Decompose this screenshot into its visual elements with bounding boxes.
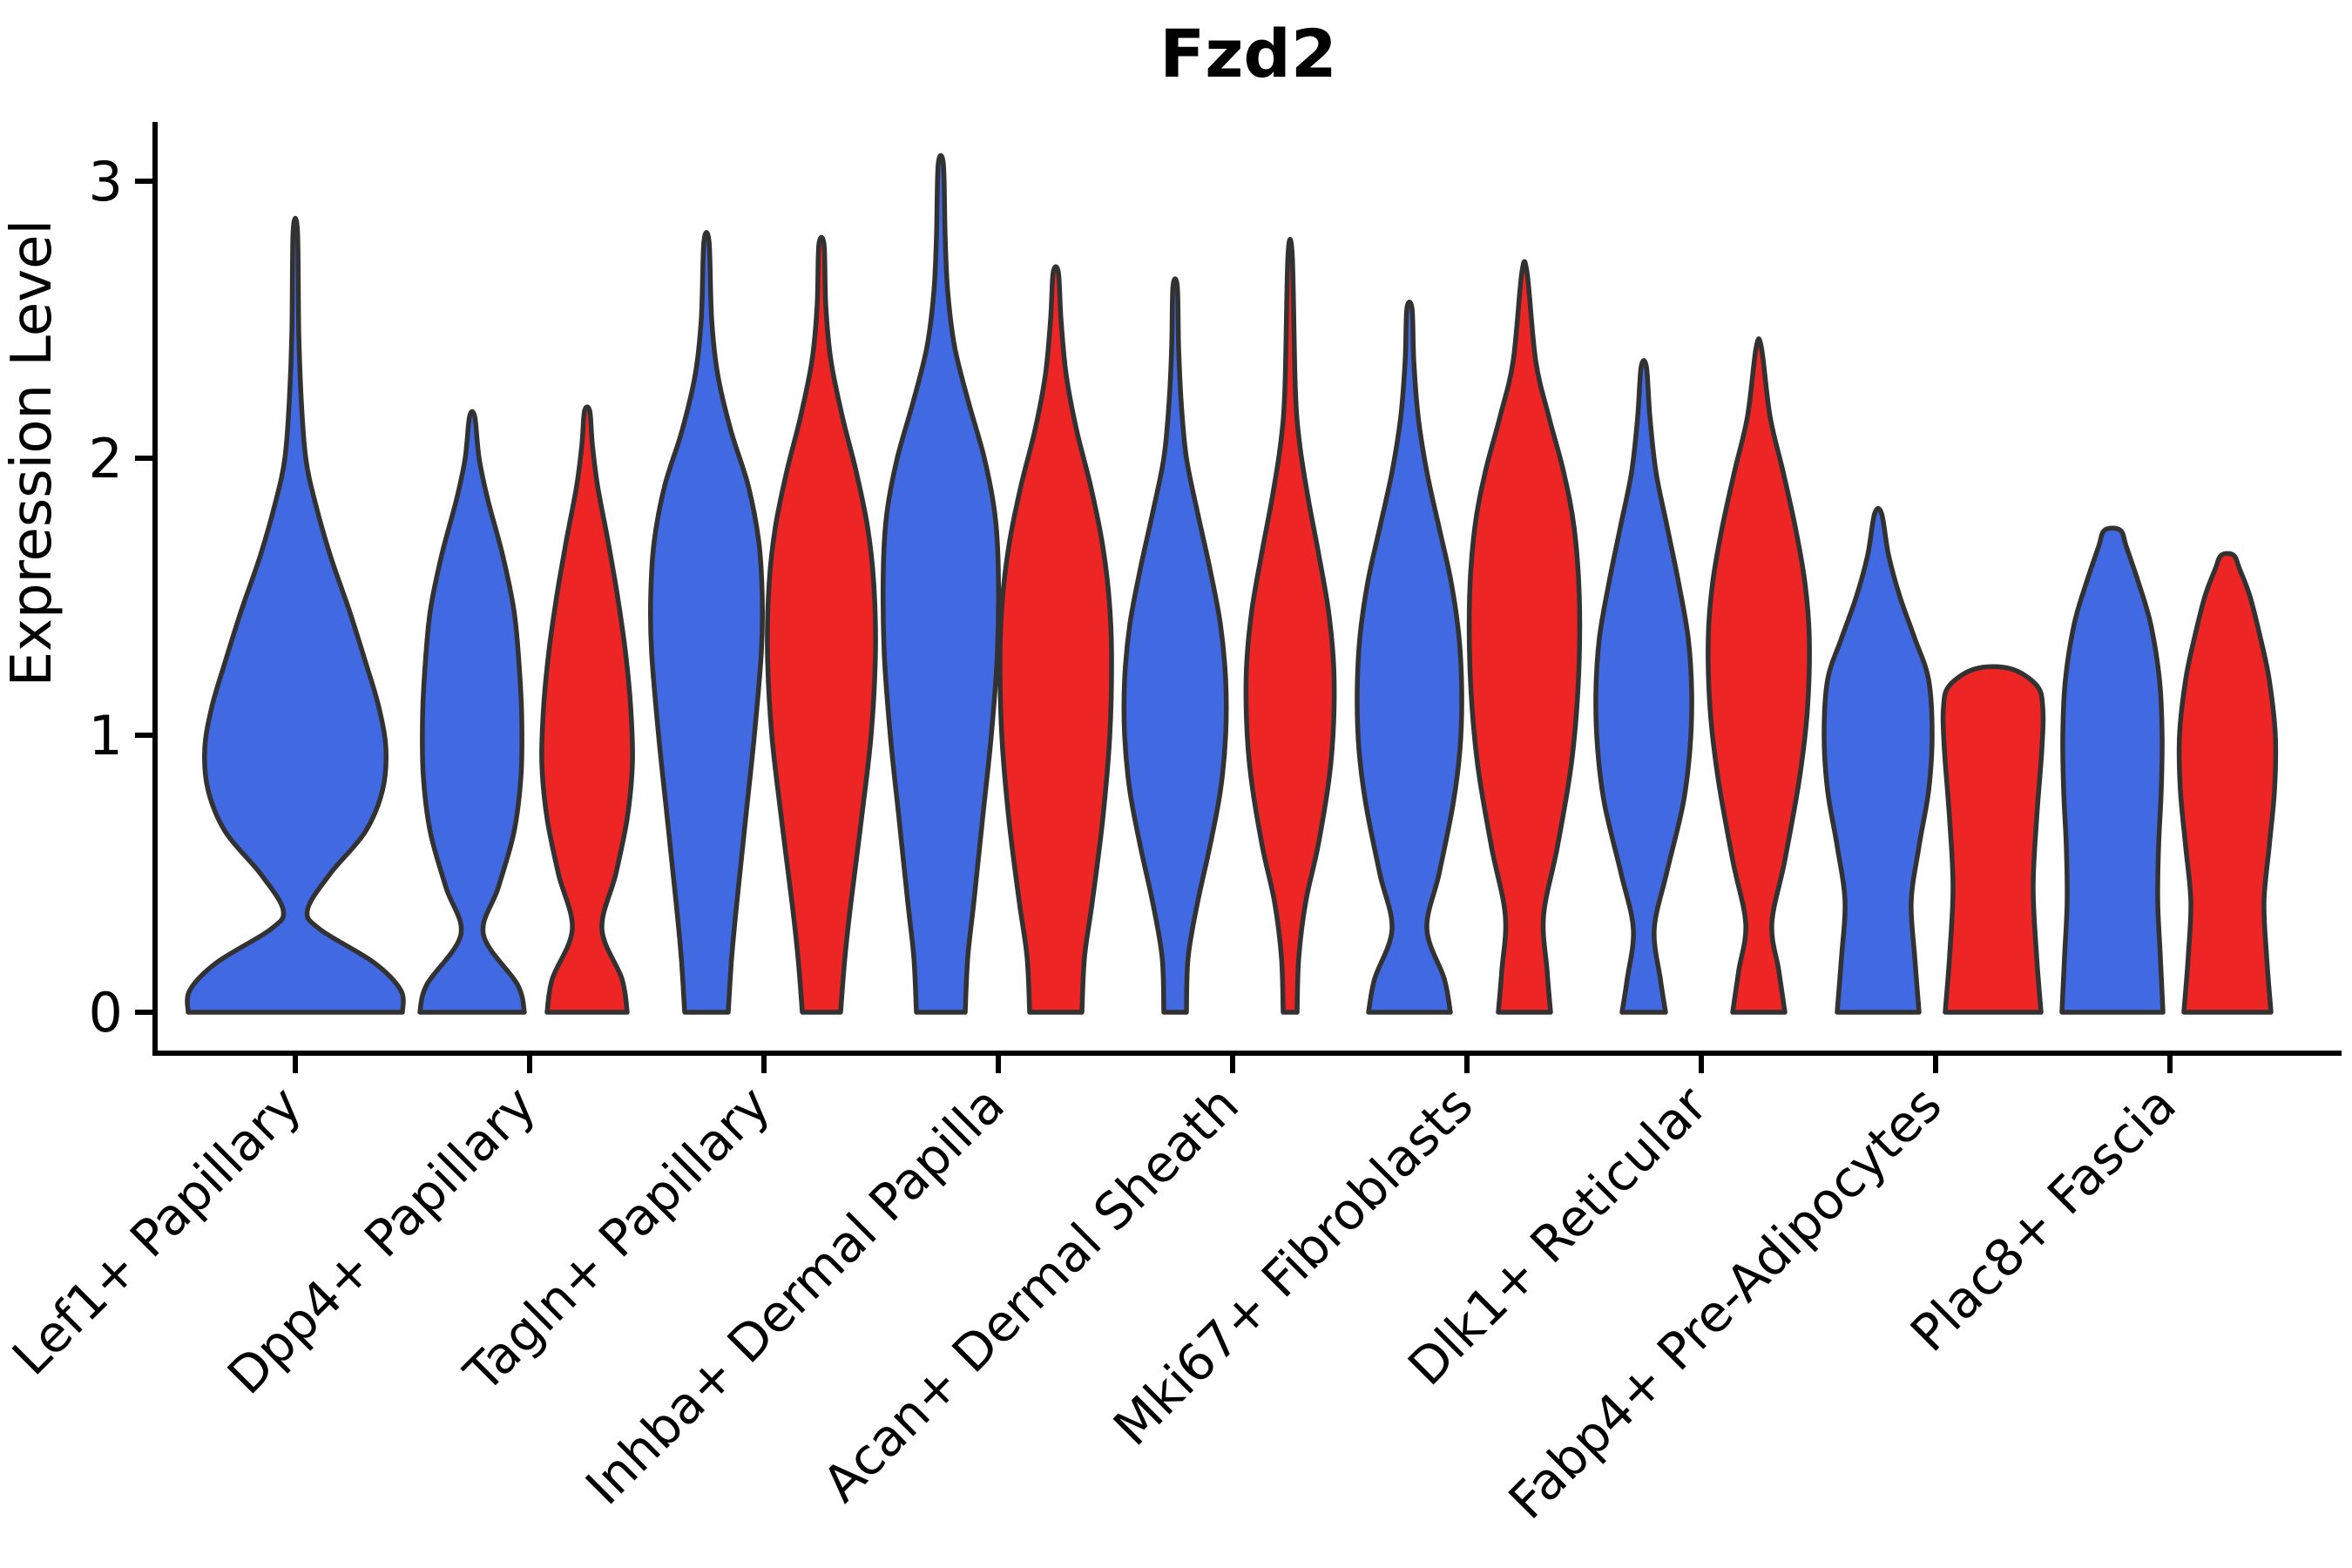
x-category-label-inhba-dermal-papilla: Inhba+ Dermal Papilla: [574, 1075, 1016, 1517]
violin-plac8-fascia-red: [2176, 551, 2279, 1015]
violins-layer: [185, 152, 2279, 1015]
y-tick-label-1: 1: [89, 704, 123, 767]
violin-inhba-dermal-papilla-blue: [880, 152, 1002, 1015]
violin-tagln-papillary-blue: [647, 230, 766, 1015]
violin-dpp4-papillary-red: [539, 404, 635, 1015]
violin-lef1-papillary-blue: [185, 215, 406, 1015]
violin-acan-dermal-sheath-blue: [1121, 276, 1229, 1015]
violin-fabp4-pre-adipocytes-red: [1940, 664, 2046, 1015]
axes-layer: [152, 122, 2342, 1056]
violin-mki67-fibroblasts-blue: [1355, 299, 1464, 1015]
violin-dlk1-reticular-blue: [1593, 358, 1694, 1015]
violin-dlk1-reticular-red: [1706, 336, 1812, 1015]
violin-tagln-papillary-red: [765, 234, 878, 1015]
violin-dpp4-papillary-blue: [417, 409, 527, 1015]
x-category-label-acan-dermal-sheath: Acan+ Dermal Sheath: [811, 1075, 1249, 1513]
chart-title: Fzd2: [1159, 15, 1336, 92]
y-tick-label-2: 2: [89, 427, 123, 490]
violin-mki67-fibroblasts-red: [1466, 259, 1583, 1015]
violin-inhba-dermal-papilla-red: [997, 264, 1114, 1015]
y-axis-label: Expression Level: [0, 220, 64, 687]
y-tick-label-3: 3: [89, 150, 123, 213]
y-tick-label-0: 0: [89, 981, 123, 1044]
violin-fabp4-pre-adipocytes-blue: [1821, 505, 1935, 1015]
violin-acan-dermal-sheath-red: [1243, 237, 1337, 1015]
y-ticks: 0 1 2 3: [89, 150, 155, 1044]
violin-plac8-fascia-blue: [2059, 525, 2166, 1015]
x-category-label-fabp4-pre-adipocytes: Fabp4+ Pre-Adipocytes: [1497, 1075, 1953, 1531]
